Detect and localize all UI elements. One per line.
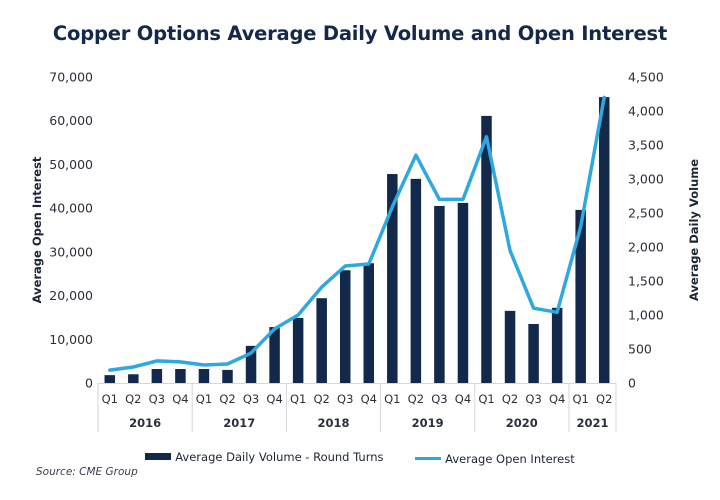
legend-bar-swatch (145, 453, 172, 460)
year-label: 2020 (506, 416, 538, 430)
bar (339, 270, 351, 383)
x-tick-label: Q4 (549, 392, 565, 406)
right-tick-label: 4,000 (628, 104, 664, 119)
year-label: 2017 (223, 416, 255, 430)
bar (528, 323, 539, 383)
x-tick-label: Q2 (502, 392, 518, 406)
x-tick-label: Q1 (196, 392, 212, 406)
bar (128, 374, 139, 383)
left-tick-label: 30,000 (49, 244, 93, 259)
x-tick-label: Q1 (102, 392, 118, 406)
legend-item-volume: Average Daily Volume - Round Turns (145, 449, 384, 464)
bar (598, 97, 610, 383)
open-interest-line (108, 95, 606, 372)
bar (292, 317, 304, 383)
x-tick-label: Q2 (313, 392, 329, 406)
bar (269, 327, 280, 383)
x-tick-label: Q3 (149, 392, 165, 406)
x-tick-label: Q2 (596, 392, 612, 406)
x-tick-label: Q3 (525, 392, 541, 406)
year-label: 2019 (412, 416, 444, 430)
x-tick-label: Q4 (172, 392, 188, 406)
x-tick-label: Q1 (478, 392, 494, 406)
x-tick-label: Q1 (572, 392, 588, 406)
right-tick-label: 3,500 (628, 138, 664, 153)
bar (222, 369, 233, 383)
x-tick-label: Q3 (337, 392, 353, 406)
year-label: 2018 (317, 416, 349, 430)
right-axis-ticks: 0 500 1,000 1,500 2,000 2,500 3,000 3,500 4,000 4… (628, 70, 664, 391)
bar (551, 307, 563, 383)
legend-label-open-interest: Average Open Interest (445, 451, 575, 466)
bar (410, 178, 422, 383)
legend: Average Daily Volume - Round Turns Avera… (0, 449, 720, 466)
left-tick-label: 10,000 (49, 332, 93, 347)
legend-label-volume: Average Daily Volume - Round Turns (175, 449, 384, 464)
left-tick-label: 50,000 (49, 157, 93, 172)
x-tick-label: Q4 (266, 392, 282, 406)
line-series (108, 95, 606, 372)
chart-title: Copper Options Average Daily Volume and … (52, 22, 668, 45)
x-tick-label: Q2 (125, 392, 141, 406)
legend-line-swatch (415, 457, 442, 460)
left-tick-label: 0 (85, 376, 93, 391)
left-tick-label: 20,000 (49, 288, 93, 303)
bar (363, 263, 375, 383)
right-tick-label: 500 (628, 342, 652, 357)
x-tick-label: Q1 (384, 392, 400, 406)
right-tick-label: 0 (628, 376, 636, 391)
x-tick-label: Q1 (290, 392, 306, 406)
x-tick-label: Q4 (455, 392, 471, 406)
bar (198, 369, 210, 383)
year-label: 2016 (129, 416, 161, 430)
right-tick-label: 1,500 (628, 274, 664, 289)
bar (175, 369, 186, 383)
source-note: Source: CME Group (36, 466, 138, 478)
bar (457, 202, 469, 383)
left-axis-ticks: 0 10,000 20,000 30,000 40,000 50,000 60,000 70,… (49, 70, 93, 391)
x-tick-label: Q2 (408, 392, 424, 406)
right-tick-label: 1,000 (628, 308, 664, 323)
right-tick-label: 3,000 (628, 172, 664, 187)
x-axis: Q1 Q2 Q3 Q4 Q1 Q2 Q3 Q4 Q1 Q2 Q3 Q4 Q1 Q2 Q3 Q4 Q1 Q2 Q3 Q4… (97, 383, 617, 432)
x-tick-label: Q2 (219, 392, 235, 406)
x-tick-label: Q3 (431, 392, 447, 406)
year-label: 2021 (576, 416, 608, 430)
bar (504, 310, 516, 383)
bar (434, 205, 445, 383)
left-tick-label: 60,000 (49, 113, 93, 128)
bar (387, 174, 398, 383)
left-tick-label: 40,000 (49, 201, 93, 216)
bar (575, 209, 586, 383)
left-tick-label: 70,000 (49, 70, 93, 85)
bar (245, 345, 257, 383)
right-tick-label: 2,500 (628, 206, 664, 221)
legend-item-open-interest: Average Open Interest (415, 452, 575, 466)
right-tick-label: 4,500 (628, 70, 664, 85)
x-tick-label: Q4 (361, 392, 377, 406)
bar (316, 298, 327, 383)
bar (481, 115, 492, 384)
x-tick-label: Q3 (243, 392, 259, 406)
bar (151, 369, 163, 383)
bar (104, 375, 116, 383)
right-axis-title: Average Daily Volume (687, 159, 701, 301)
bar-series (104, 97, 610, 384)
left-axis-title: Average Open Interest (30, 156, 44, 303)
right-tick-label: 2,000 (628, 240, 664, 255)
